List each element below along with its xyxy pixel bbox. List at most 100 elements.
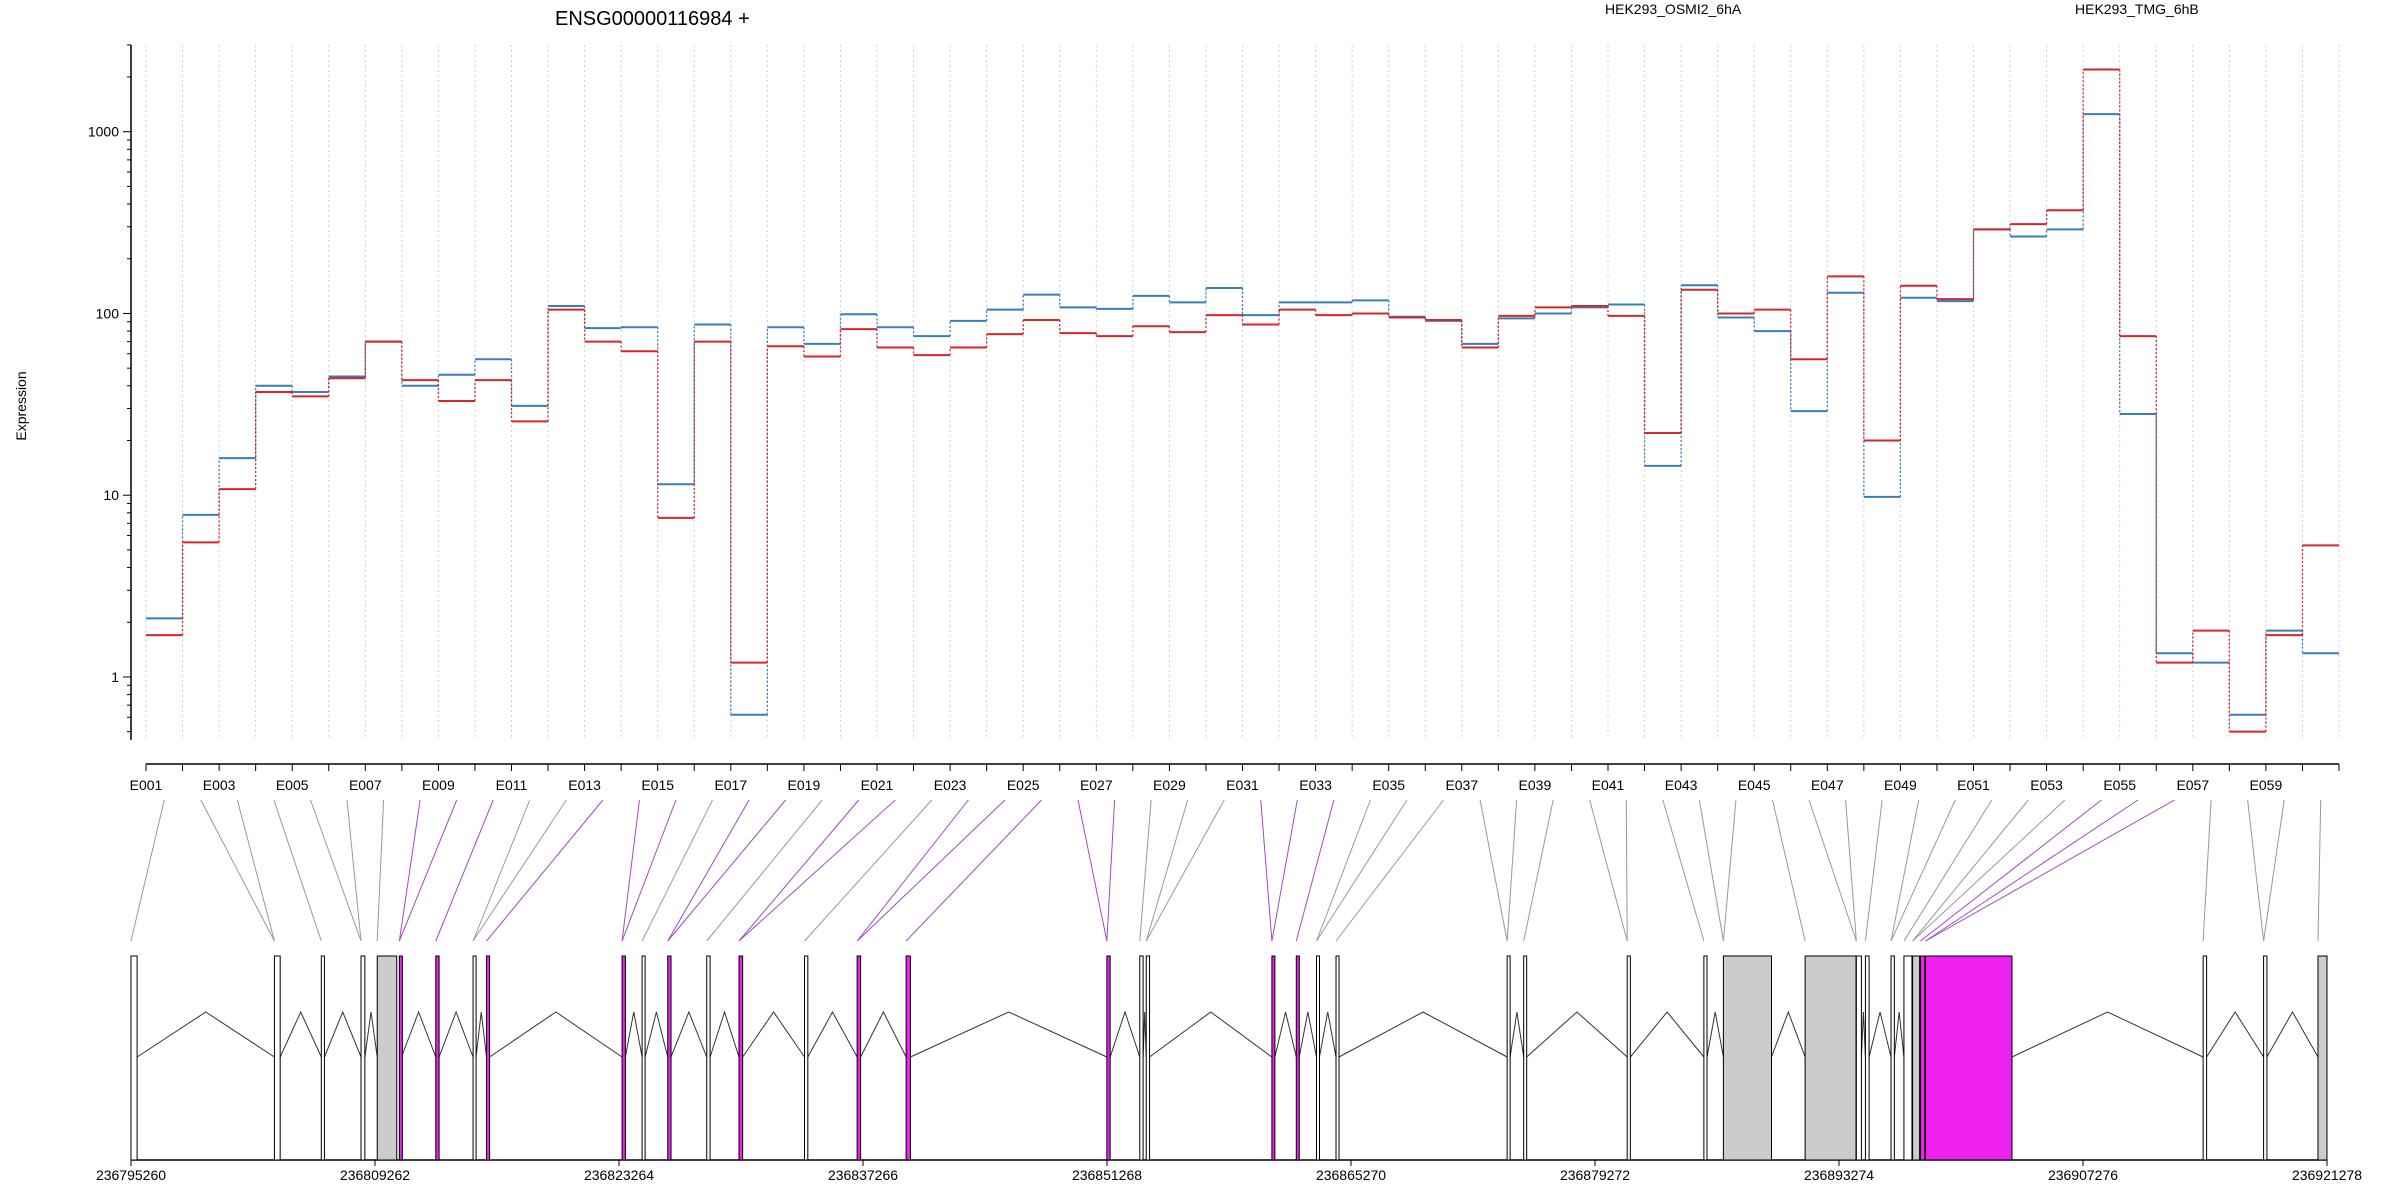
exon-block (435, 955, 440, 1161)
intron-line (1338, 1011, 1508, 1058)
exon-link-line (1479, 799, 1508, 942)
exon-link-line (1845, 799, 1857, 942)
exon-link-line (1912, 799, 2029, 942)
exon-link-line (310, 799, 362, 942)
exon-link-line (1662, 799, 1705, 942)
intron-line (910, 1011, 1108, 1058)
intron-line (136, 1011, 275, 1058)
intron-line (2206, 1011, 2265, 1058)
exon-block (1145, 955, 1151, 1161)
exon-link-line (804, 799, 933, 942)
intron-line (489, 1011, 623, 1058)
series-1 (146, 68, 2339, 733)
exon-block (2263, 955, 2268, 1161)
y-axis-label: Expression (13, 371, 29, 440)
x-tick-label: E013 (568, 777, 601, 793)
exon-link-line (1912, 799, 2066, 942)
axes: 1 10 100 1000 E001 E003 E005 E007 E009 E011 E013 E0… (88, 44, 2340, 793)
exon-block (1139, 955, 1144, 1161)
exon-link-lines (130, 799, 2322, 942)
exon-link-line (738, 799, 896, 942)
exon-block (485, 955, 491, 1161)
x-tick-label: E009 (422, 777, 455, 793)
genome-tick-label: 236823264 (584, 1167, 654, 1183)
legend-entry-series-1: HEK293_OSMI2_6hA (1605, 1, 1742, 17)
x-tick-label: E035 (1372, 777, 1405, 793)
exon-block (1506, 955, 1511, 1161)
exon-block (1703, 955, 1708, 1161)
exon-link-line (2247, 799, 2265, 942)
intron-line (1318, 1011, 1337, 1058)
exon-link-line (905, 799, 1042, 942)
series-2 (146, 113, 2339, 716)
exon-link-line (2202, 799, 2212, 942)
grid (145, 45, 2340, 740)
x-tick-label: E053 (2030, 777, 2063, 793)
intron-line (1142, 1011, 1147, 1058)
intron-line (279, 1010, 322, 1058)
exon-block (130, 955, 138, 1161)
genome-tick-label: 236879272 (1560, 1167, 1630, 1183)
x-tick-label: E003 (203, 777, 236, 793)
intron-line (1109, 1010, 1141, 1058)
exon-block (804, 955, 809, 1161)
exon-link-line (130, 799, 165, 942)
intron-line (1298, 1011, 1317, 1058)
gene-model-track: 236795260 236809262 236823264 236837266 2368… (96, 955, 2362, 1183)
exon-link-line (641, 799, 713, 942)
exon-link-line (1925, 799, 2139, 942)
exon-block (856, 955, 862, 1161)
exon-block (360, 955, 366, 1161)
exon-link-line (2263, 799, 2285, 942)
exon-link-line (435, 799, 494, 942)
exon-block (2202, 955, 2208, 1161)
exon-block (1864, 955, 1870, 1161)
exon-link-line (1145, 799, 1189, 942)
exon-link-line (621, 799, 640, 942)
exon-block (273, 955, 281, 1161)
intron-line (1893, 1011, 1905, 1058)
exon-link-line (1920, 799, 2102, 942)
x-tick-label: E021 (861, 777, 894, 793)
exon-link-line (398, 799, 458, 942)
exon-block (1315, 955, 1320, 1161)
exon-link-line (472, 799, 567, 942)
x-tick-label: E055 (2103, 777, 2136, 793)
exon-link-line (1271, 799, 1298, 942)
exon-block (905, 955, 911, 1161)
exon-block (1919, 955, 1926, 1161)
intron-line (1771, 1010, 1806, 1058)
exon-link-line (1864, 799, 1883, 942)
exon-block (1335, 955, 1340, 1161)
exon-link-line (738, 799, 860, 942)
exon-link-line (856, 799, 969, 942)
intron-line (1706, 1011, 1724, 1058)
chart-title: ENSG00000116984 + (555, 8, 750, 30)
exon-link-line (1625, 799, 1628, 942)
intron-line (1149, 1011, 1273, 1058)
exon-link-line (2317, 799, 2322, 942)
exon-link-line (1589, 799, 1628, 942)
exon-link-line (621, 799, 677, 942)
x-tick-label: E001 (130, 777, 163, 793)
exon-link-line (1903, 799, 1993, 942)
exon-block (1912, 955, 1921, 1161)
exon-link-line (1808, 799, 1857, 942)
x-tick-label: E043 (1665, 777, 1698, 793)
exon-link-line (1316, 799, 1371, 942)
intron-line (438, 1010, 474, 1058)
exon-block (376, 955, 398, 1161)
x-tick-label: E047 (1811, 777, 1844, 793)
exon-link-line (1506, 799, 1518, 942)
exon-link-line (1890, 799, 1920, 942)
exon-block (1295, 955, 1300, 1161)
exon-link-line (1890, 799, 1956, 942)
exon-block (667, 955, 672, 1161)
intron-line (670, 1010, 708, 1058)
exon-link-line (706, 799, 823, 942)
genome-tick-label: 236893274 (1804, 1167, 1874, 1183)
intron-line (624, 1011, 643, 1058)
intron-line (1629, 1011, 1705, 1058)
x-tick-label: E057 (2176, 777, 2209, 793)
exon-block (1903, 955, 1913, 1161)
